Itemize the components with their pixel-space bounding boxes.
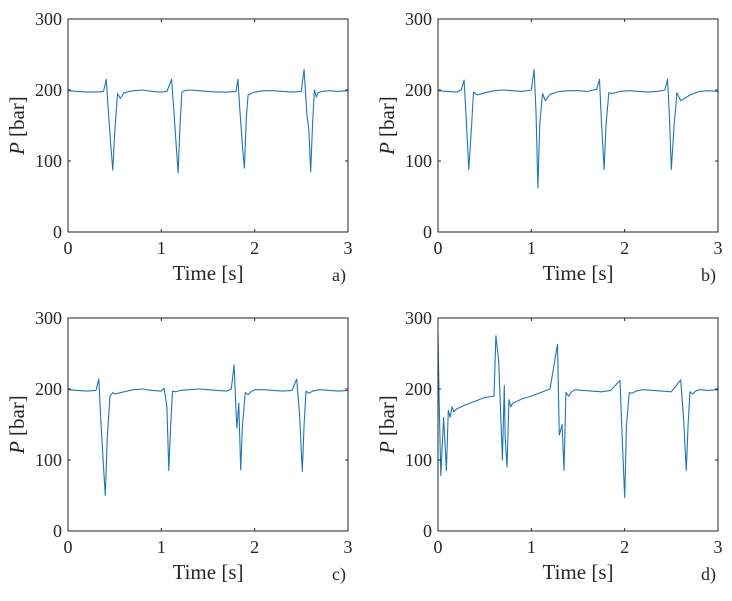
axes-box: [67, 18, 349, 233]
x-axis-label: Time [s]: [543, 261, 614, 285]
y-tick-label: 200: [35, 80, 62, 100]
y-axis-label: P [bar]: [5, 395, 29, 455]
y-tick-label: 100: [35, 151, 62, 171]
y-axis-symbol: P: [5, 142, 29, 156]
y-axis-symbol: P: [375, 441, 399, 455]
x-axis-label: Time [s]: [173, 560, 244, 584]
y-tick-label: 200: [35, 379, 62, 399]
x-tick-label: 3: [344, 537, 353, 557]
y-axis-unit: [bar]: [5, 96, 29, 137]
x-tick-label: 3: [344, 238, 353, 258]
x-tick-label: 0: [434, 238, 443, 258]
x-tick-label: 0: [64, 238, 73, 258]
y-axis-unit: [bar]: [375, 96, 399, 137]
panel-label: c): [332, 564, 346, 585]
y-tick-label: 200: [405, 80, 432, 100]
y-axis-label: P [bar]: [375, 96, 399, 156]
y-tick-label: 0: [53, 521, 62, 541]
y-tick-label: 0: [53, 222, 62, 242]
y-tick-label: 100: [405, 450, 432, 470]
y-axis-unit: [bar]: [5, 395, 29, 436]
chart-panel: 0 1 2 3 0 100 200 300 Time [s] P [bar] b): [375, 9, 723, 286]
chart-panel: 0 1 2 3 0 100 200 300 Time [s] P [bar] a): [5, 9, 353, 286]
y-tick-label: 100: [405, 151, 432, 171]
y-tick-label: 100: [35, 450, 62, 470]
x-tick-label: 2: [620, 537, 629, 557]
x-tick-label: 1: [527, 537, 536, 557]
y-axis-symbol: P: [375, 142, 399, 156]
x-tick-label: 2: [250, 537, 259, 557]
x-axis-label: Time [s]: [173, 261, 244, 285]
y-axis-label: P [bar]: [5, 96, 29, 156]
series-line-pressure: [437, 68, 719, 189]
series-line-pressure: [67, 364, 349, 497]
x-tick-label: 2: [250, 238, 259, 258]
panel-label: d): [701, 564, 716, 585]
series-line-pressure: [67, 68, 349, 174]
y-axis-label: P [bar]: [375, 395, 399, 455]
y-tick-label: 300: [35, 9, 62, 29]
y-axis-unit: [bar]: [375, 395, 399, 436]
x-axis-label: Time [s]: [543, 560, 614, 584]
y-tick-label: 0: [423, 521, 432, 541]
axes-box: [437, 18, 719, 233]
series-line-pressure: [437, 333, 719, 499]
x-tick-label: 2: [620, 238, 629, 258]
y-tick-label: 300: [405, 308, 432, 328]
x-tick-label: 0: [434, 537, 443, 557]
x-tick-label: 1: [527, 238, 536, 258]
y-tick-label: 300: [405, 9, 432, 29]
chart-panel: 0 1 2 3 0 100 200 300 Time [s] P [bar] c): [5, 308, 353, 585]
y-axis-symbol: P: [5, 441, 29, 455]
x-tick-label: 1: [157, 537, 166, 557]
y-tick-label: 0: [423, 222, 432, 242]
chart-panel: 0 1 2 3 0 100 200 300 Time [s] P [bar] d): [375, 308, 723, 585]
panel-label: a): [332, 265, 346, 286]
x-tick-label: 3: [714, 238, 723, 258]
axes-box: [437, 317, 719, 532]
panel-label: b): [701, 265, 716, 286]
x-tick-label: 1: [157, 238, 166, 258]
x-tick-label: 3: [714, 537, 723, 557]
y-tick-label: 200: [405, 379, 432, 399]
x-tick-label: 0: [64, 537, 73, 557]
axes-box: [67, 317, 349, 532]
y-tick-label: 300: [35, 308, 62, 328]
